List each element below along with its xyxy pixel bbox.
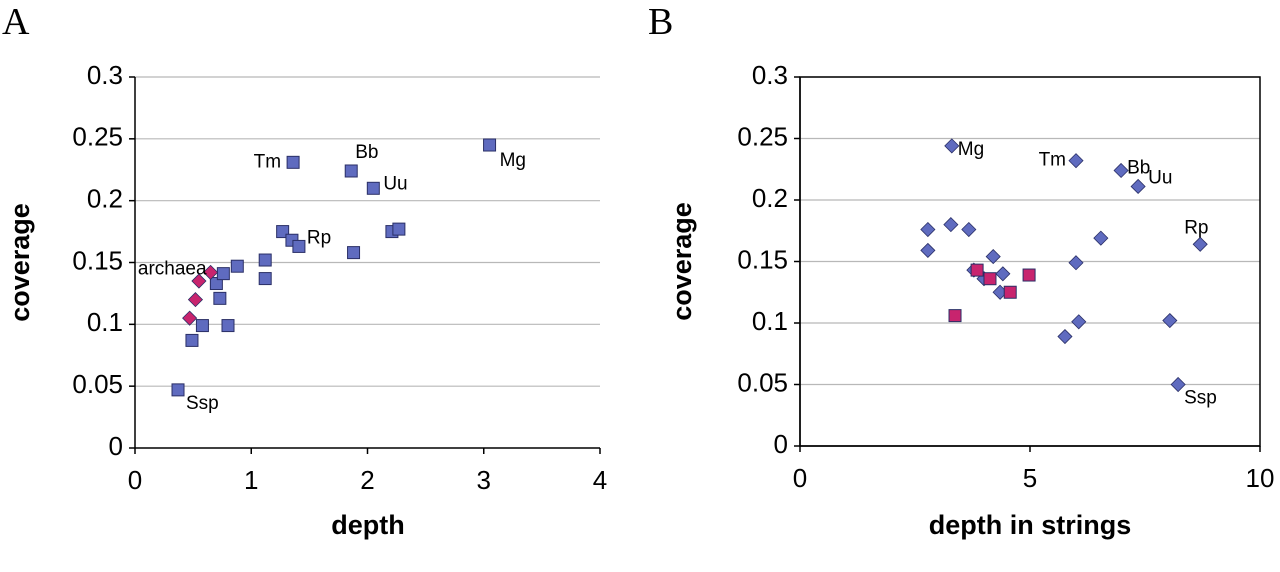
point [1068,153,1084,169]
point [970,263,984,277]
point [1170,376,1186,393]
point [985,249,1001,265]
x-tick-label: 5 [1023,463,1037,493]
x-tick-label: 3 [477,465,491,495]
point [1192,236,1208,252]
point [1022,268,1036,282]
x-tick-label: 0 [128,465,142,495]
point [483,138,497,152]
point-label: Ssp [1184,388,1217,409]
y-tick-label: 0.2 [752,183,788,213]
point-label: Mg [500,150,526,171]
y-tick-label: 0.25 [737,121,788,151]
point [392,222,406,236]
y-tick-label: 0.1 [752,306,788,336]
x-tick-label: 2 [360,465,374,495]
y-tick-label: 0.15 [72,245,123,275]
point [1162,312,1178,329]
point [185,333,199,347]
point [1003,285,1017,299]
point-label: Tm [1039,150,1066,171]
y-tick-label: 0.3 [752,60,788,90]
point [230,259,244,273]
point [209,277,223,291]
x-axis-title: depth [331,510,405,540]
x-tick-label: 10 [1246,463,1275,493]
chart-panel: A 0 0.05 0.1 0.15 0.2 0.25 0.3 0 1 2 3 4 depth coverag… [2,1,607,540]
point [1093,230,1109,246]
point [258,272,272,286]
point [1130,178,1146,195]
point-label: Uu [1148,167,1172,188]
point [920,221,936,238]
chart-panel: B 0 0.05 0.1 0.15 0.2 0.25 0.3 0 5 10 depth in stri… [648,1,1274,540]
point [1068,255,1084,271]
point [995,266,1011,282]
point [213,291,227,305]
y-tick-label: 0.25 [72,122,123,152]
point [961,221,977,238]
point-label: Tm [254,151,281,172]
panel-label: B [648,1,673,43]
x-tick-label: 4 [593,465,607,495]
point-label: Mg [958,139,984,160]
y-tick-label: 0.05 [72,369,123,399]
y-tick-label: 0.15 [737,244,788,274]
y-tick-label: 0.3 [87,60,123,90]
point [258,253,272,267]
point-label: Ssp [186,393,219,414]
point-label: Uu [383,173,407,194]
point [195,319,209,333]
point [171,383,185,397]
point [920,242,936,258]
y-tick-label: 0 [109,431,123,461]
x-axis-title: depth in strings [929,510,1132,540]
point [943,217,959,233]
x-tick-label: 1 [244,465,258,495]
panel-label: A [2,1,30,43]
point [1057,328,1073,345]
point-label: Rp [307,227,331,248]
y-axis-title: coverage [667,202,697,321]
point [182,310,198,326]
y-tick-label: 0.1 [87,307,123,337]
point [366,181,380,195]
point [1113,162,1129,179]
point [347,246,361,260]
point [221,319,235,333]
point [286,155,300,169]
point [944,138,960,154]
point-label: Bb [355,142,378,163]
point [292,239,306,253]
point-label: archaea [138,258,207,279]
point [1071,314,1087,330]
point-label: Rp [1184,217,1208,238]
point [983,272,997,286]
y-tick-label: 0.2 [87,184,123,214]
point [202,264,219,280]
point [187,292,204,308]
y-tick-label: 0 [774,429,788,459]
point [216,267,230,281]
point [344,164,358,178]
y-tick-label: 0.05 [737,367,788,397]
point-label: Bb [1127,157,1150,178]
y-axis-title: coverage [5,203,35,322]
point [948,309,962,323]
x-tick-label: 0 [793,463,807,493]
point [191,273,207,289]
